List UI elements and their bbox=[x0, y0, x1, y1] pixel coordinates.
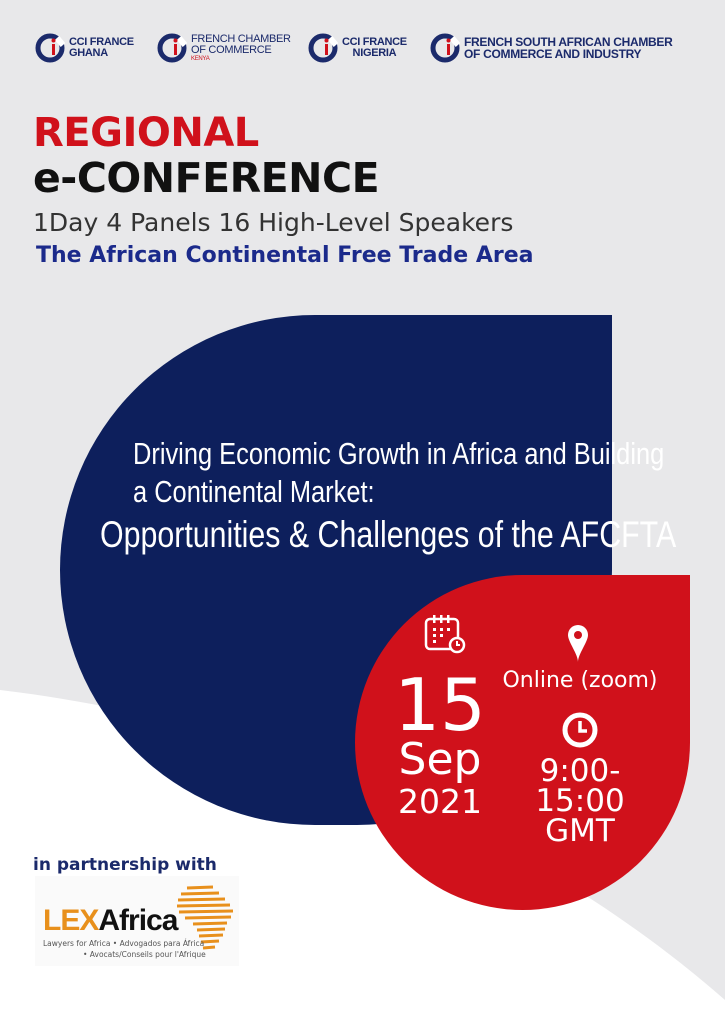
logo-text: KENYA bbox=[191, 55, 210, 62]
title-regional: REGIONAL bbox=[33, 110, 259, 156]
subtitle: 1Day 4 Panels 16 High-Level Speakers bbox=[33, 208, 514, 237]
logo-text: CCI FRANCE bbox=[69, 36, 134, 48]
logo-cci-nigeria: CCI FRANCE NIGERIA bbox=[308, 33, 407, 63]
partner-label: in partnership with bbox=[33, 855, 217, 875]
logo-fcc-kenya: FRENCH CHAMBER OF COMMERCE KENYA bbox=[157, 33, 291, 63]
cci-logo-icon bbox=[35, 33, 65, 63]
logo-text: OF COMMERCE bbox=[191, 43, 272, 56]
event-timezone: GMT bbox=[545, 813, 615, 849]
logo-text: OF COMMERCE AND INDUSTRY bbox=[464, 47, 642, 61]
logo-tagline-2: • Avocats/Conseils pour l'Afrique bbox=[83, 950, 206, 959]
clock-icon bbox=[562, 712, 598, 748]
logo-text: FRENCH CHAMBER bbox=[191, 32, 291, 45]
logo-lex: LEX bbox=[43, 904, 99, 937]
event-day: 15 bbox=[394, 663, 486, 747]
cci-logo-icon bbox=[157, 33, 187, 63]
topic-line-3: Opportunities & Challenges of the AFCFTA bbox=[100, 514, 677, 555]
event-time-end: 15:00 bbox=[535, 783, 625, 819]
event-year: 2021 bbox=[398, 782, 482, 821]
event-month: Sep bbox=[398, 734, 482, 785]
logo-fsacci: FRENCH SOUTH AFRICAN CHAMBER OF COMMERCE … bbox=[430, 33, 673, 63]
location-pin-icon bbox=[568, 625, 588, 662]
logo-cci-ghana: CCI FRANCE GHANA bbox=[35, 33, 134, 63]
red-event-panel bbox=[355, 575, 690, 910]
logo-africa: Africa bbox=[98, 904, 178, 937]
topic-line-2: a Continental Market: bbox=[133, 474, 375, 509]
calendar-icon bbox=[424, 615, 466, 654]
topic-line-1: Driving Economic Growth in Africa and Bu… bbox=[133, 436, 665, 471]
event-location: Online (zoom) bbox=[502, 668, 658, 693]
cci-logo-icon bbox=[430, 33, 460, 63]
cci-logo-icon bbox=[308, 33, 338, 63]
africa-map-icon bbox=[176, 885, 234, 950]
logo-text: FRENCH SOUTH AFRICAN CHAMBER bbox=[464, 35, 673, 49]
logo-text: CCI FRANCE bbox=[342, 36, 407, 48]
theme: The African Continental Free Trade Area bbox=[36, 243, 534, 268]
lexafrica-logo: LEXAfrica Lawyers for Africa • Advogados… bbox=[35, 876, 239, 966]
logo-text: GHANA bbox=[69, 47, 108, 59]
logo-text: NIGERIA bbox=[352, 47, 397, 59]
event-time-start: 9:00- bbox=[539, 753, 621, 789]
logo-tagline-1: Lawyers for Africa • Advogados para Áfri… bbox=[43, 939, 205, 948]
title-e-conference: e-CONFERENCE bbox=[33, 154, 380, 202]
